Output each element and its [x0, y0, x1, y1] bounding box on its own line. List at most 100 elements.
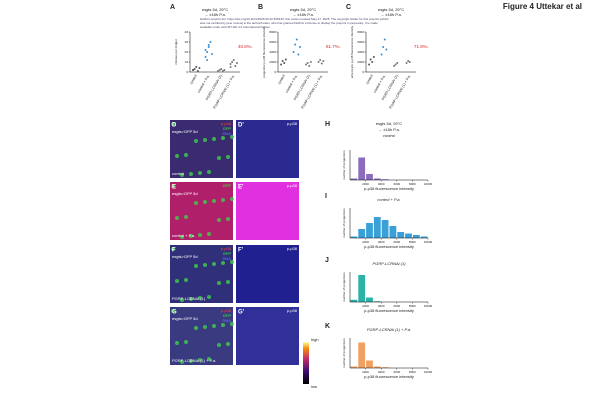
hist-bar [420, 236, 428, 238]
data-point [231, 61, 234, 63]
cell [203, 325, 207, 329]
hist-bar [350, 366, 358, 368]
panel-title: esgts 5d, 29°C [202, 7, 228, 12]
annotation: 71.8%↓ [414, 44, 429, 49]
y-axis-label: number of progenitors [342, 338, 346, 368]
cell [194, 326, 198, 330]
cell [207, 295, 211, 299]
channel: GFP [223, 251, 232, 256]
x-tick-label: control + P.a. [285, 74, 299, 94]
y-tick-label: 4000 [357, 50, 364, 54]
data-point [408, 61, 411, 63]
panel-label: G [172, 310, 177, 316]
hist-title: control [383, 133, 395, 138]
data-point [407, 60, 410, 62]
cell [175, 216, 179, 220]
data-point [217, 70, 220, 72]
channel: p-p38 [221, 246, 232, 251]
data-point [232, 59, 235, 61]
hist-bar [366, 223, 373, 238]
cell [207, 232, 211, 236]
data-point [294, 43, 297, 46]
cell [198, 296, 202, 300]
cell [230, 197, 234, 201]
data-point [221, 70, 224, 72]
cell [230, 135, 234, 139]
panel-label: E [172, 185, 176, 191]
y-tick-label: 2000 [357, 60, 364, 64]
channel: p-p38 [221, 121, 232, 126]
cell [230, 322, 234, 326]
watermark: bioRxiv preprint doi: https://doi.org/10… [200, 17, 389, 21]
condition: PGRP-LCRNAi (1) [172, 296, 206, 301]
y-tick-label: 0 [274, 70, 276, 74]
cell [226, 342, 230, 346]
x-tick-label: control [277, 74, 286, 85]
cell [217, 218, 221, 222]
hist-bar [373, 217, 381, 238]
colorbar-high: high [311, 337, 319, 342]
annotation: 61.7%↓ [326, 44, 341, 49]
data-point [405, 62, 408, 64]
data-point [320, 62, 323, 65]
data-point [305, 63, 308, 66]
panel-title: → ±18h P.a. [380, 12, 402, 17]
y-axis-label: progenitor p-p38 fluorescence intensity [262, 26, 266, 78]
micrograph [170, 307, 233, 365]
channel: GFP [223, 183, 232, 188]
data-point [385, 48, 388, 51]
figure-title: Figure 4 Uttekar et al [503, 2, 582, 11]
hist-bar [350, 236, 358, 238]
panel-title: esgts 5d, 29°C [290, 7, 316, 12]
cell [189, 359, 193, 363]
hist-bar [373, 366, 381, 368]
x-tick-label: 2000 [362, 304, 369, 308]
y-tick-label: 20 [185, 50, 189, 54]
x-tick-label: 4000 [378, 370, 385, 374]
cell [198, 233, 202, 237]
cell [221, 323, 225, 327]
data-point [380, 53, 383, 56]
data-point [193, 68, 196, 70]
data-point [383, 38, 386, 41]
hist-bar [381, 220, 389, 238]
panel-label: J [325, 257, 329, 264]
cell [171, 122, 175, 126]
micrograph [236, 120, 299, 178]
micrograph [236, 182, 299, 240]
data-point [220, 68, 223, 70]
data-point [322, 60, 325, 62]
cell [175, 279, 179, 283]
panel-label: I [325, 193, 327, 200]
channel: DNA [223, 131, 232, 136]
hist-title: PGRP-LCRNAi (1) + P.a. [367, 327, 411, 332]
x-tick-label: 6000 [393, 240, 400, 244]
genotype: esgts>GFP 5d [172, 191, 198, 196]
data-point [206, 59, 209, 61]
x-tick-label: 10000 [424, 304, 433, 308]
y-axis-label: number of progenitors [342, 208, 346, 238]
y-axis-label: mitoses per midgut [174, 39, 178, 65]
x-tick-label: control + P.a. [373, 74, 387, 94]
panel-label: H [325, 121, 330, 128]
cell [184, 278, 188, 282]
hist-title: → ±18h P.a. [378, 127, 400, 132]
data-point [295, 38, 298, 41]
genotype: esgts>GFP 5d [172, 129, 198, 134]
cell [212, 324, 216, 328]
data-point [206, 51, 209, 53]
data-point [235, 62, 238, 64]
cell [175, 154, 179, 158]
hist-bar [358, 342, 366, 368]
data-point [283, 62, 286, 64]
hist-bar [373, 178, 381, 180]
hist-bar [358, 157, 366, 180]
channel: p-p38 [287, 308, 298, 313]
y-tick-label: 0 [186, 70, 188, 74]
cell [226, 155, 230, 159]
cell [189, 297, 193, 301]
data-point [204, 49, 207, 51]
hist-bar [373, 301, 381, 302]
cell [180, 173, 184, 177]
y-tick-label: 6000 [357, 40, 364, 44]
